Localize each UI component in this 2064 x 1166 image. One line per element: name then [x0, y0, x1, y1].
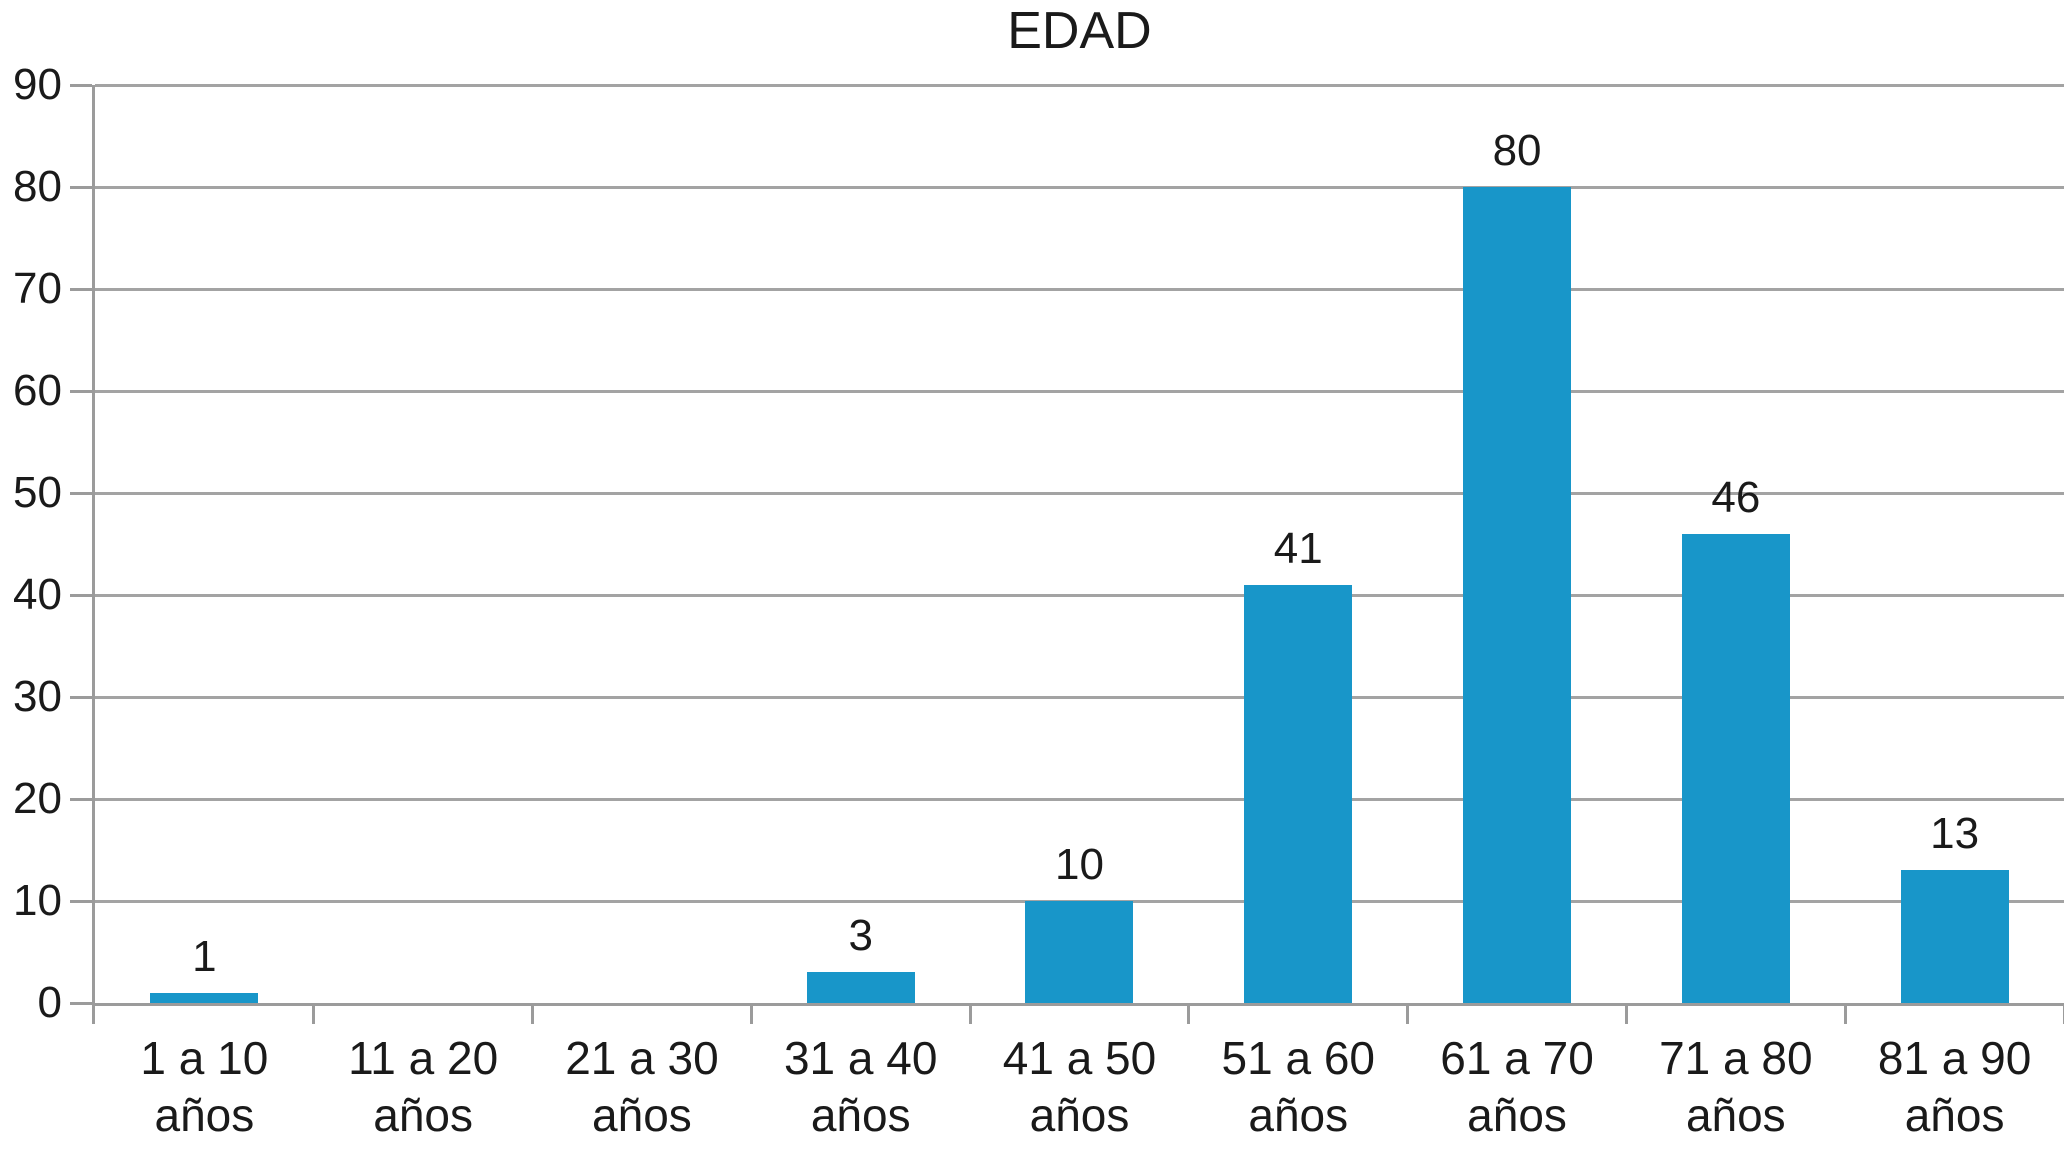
bar-column: 41: [1189, 85, 1408, 1003]
x-category-label-line1: 61 a 70: [1440, 1032, 1594, 1084]
y-axis-labels: 0 10 20 30 40 50 60 70 80 90: [0, 60, 62, 1027]
bar-value-label: 41: [1273, 523, 1323, 573]
x-axis-tick: [312, 1006, 316, 1024]
gridline: [95, 491, 2064, 495]
x-axis-line: [95, 1003, 2064, 1006]
y-tick-label: 20: [13, 774, 62, 823]
y-tick-label: 30: [13, 672, 62, 721]
x-category-label-line1: 21 a 30: [565, 1032, 719, 1084]
x-category-label-line2: años: [810, 1089, 911, 1141]
gridline: [95, 695, 2064, 699]
bar-column: 46: [1626, 85, 1845, 1003]
y-axis-tick: [70, 491, 92, 495]
bar-column: 3: [751, 85, 970, 1003]
y-axis-line: [92, 85, 95, 1024]
bar: [1463, 187, 1572, 1003]
x-axis-tick: [968, 1006, 972, 1024]
x-category-label: 11 a 20 años: [314, 1030, 533, 1144]
x-category-label: 61 a 70 años: [1408, 1030, 1627, 1144]
x-axis-tick: [1624, 1006, 1628, 1024]
x-axis-tick: [1406, 1006, 1410, 1024]
x-category-label-line2: años: [154, 1089, 255, 1141]
y-tick-label: 70: [13, 264, 62, 313]
y-tick-label: 40: [13, 570, 62, 619]
bar: [1025, 901, 1134, 1003]
x-category-label-line2: años: [1248, 1089, 1349, 1141]
x-axis-tick: [1843, 1006, 1847, 1024]
x-category-label-line1: 1 a 10: [140, 1032, 269, 1084]
x-axis-tick: [92, 1006, 95, 1024]
bar-value-label: 46: [1711, 472, 1761, 522]
y-axis-tick: [70, 593, 92, 597]
y-tick-label: 50: [13, 468, 62, 517]
y-tick-label: 60: [13, 366, 62, 415]
bar: [1900, 870, 2009, 1003]
bar-value-label: 10: [1055, 840, 1104, 889]
x-category-label-line1: 51 a 60: [1221, 1032, 1375, 1084]
x-category-label-line2: años: [592, 1089, 692, 1141]
x-category-label-line2: años: [1904, 1089, 2005, 1141]
plot-area: 1 3 10 41 80 46 13: [70, 83, 2064, 1024]
y-axis-tick: [70, 695, 92, 699]
x-category-label: 21 a 30 años: [533, 1030, 752, 1144]
bar-column: [314, 85, 533, 1003]
gridline: [95, 185, 2064, 189]
y-axis-tick: [70, 899, 92, 903]
x-category-label-line1: 71 a 80: [1659, 1032, 1813, 1084]
bar-column: 80: [1408, 85, 1627, 1003]
y-axis-tick: [70, 1001, 92, 1005]
gridline: [95, 593, 2064, 597]
bar: [1244, 584, 1353, 1003]
x-category-label-line2: años: [1685, 1089, 1786, 1141]
bar-value-label: 13: [1930, 809, 1980, 859]
gridline: [95, 389, 2064, 393]
bar: [1681, 533, 1790, 1003]
y-axis-tick: [70, 83, 92, 87]
x-category-label: 31 a 40 años: [751, 1030, 970, 1144]
bar: [150, 992, 259, 1003]
x-category-label: 81 a 90 años: [1845, 1030, 2064, 1144]
y-axis-tick: [70, 797, 92, 801]
x-axis-tick: [749, 1006, 753, 1024]
x-category-label: 1 a 10 años: [95, 1030, 314, 1144]
x-category-label: 51 a 60 años: [1189, 1030, 1408, 1144]
x-category-label-line2: años: [1467, 1089, 1567, 1141]
x-axis-labels: 1 a 10 años 11 a 20 años 21 a 30 años 31 a 40 a…: [95, 1030, 2064, 1160]
y-tick-label: 80: [13, 162, 62, 211]
x-category-label-line1: 31 a 40: [783, 1032, 938, 1084]
y-axis-tick: [70, 287, 92, 291]
x-axis-tick: [531, 1006, 535, 1024]
bar: [806, 972, 915, 1003]
x-category-label-line2: años: [1029, 1089, 1130, 1141]
bar-value-label: 80: [1492, 126, 1542, 175]
x-category-label-line1: 11 a 20: [348, 1032, 499, 1084]
y-tick-label: 10: [13, 876, 62, 925]
x-category-label-line1: 81 a 90: [1877, 1032, 2032, 1084]
gridline: [95, 83, 2064, 87]
y-tick-label: 0: [37, 978, 62, 1027]
y-axis-tick: [70, 185, 92, 189]
bar-column: 10: [970, 85, 1189, 1003]
bar-column: 1: [95, 85, 314, 1003]
x-category-label-line2: años: [373, 1089, 474, 1141]
x-category-label: 71 a 80 años: [1626, 1030, 1845, 1144]
x-category-label-line1: 41 a 50: [1002, 1032, 1157, 1084]
y-axis-tick: [70, 389, 92, 393]
gridline: [95, 797, 2064, 801]
x-axis-tick: [2062, 1006, 2064, 1024]
bar-value-label: 1: [192, 931, 217, 981]
gridline: [95, 287, 2064, 291]
x-axis-tick: [1187, 1006, 1191, 1024]
y-tick-label: 90: [13, 60, 62, 109]
bar-column: 13: [1845, 85, 2064, 1003]
bar-value-label: 3: [848, 911, 873, 961]
x-category-label: 41 a 50 años: [970, 1030, 1189, 1144]
chart-title: EDAD: [1007, 2, 1152, 60]
bar-column: [533, 85, 752, 1003]
